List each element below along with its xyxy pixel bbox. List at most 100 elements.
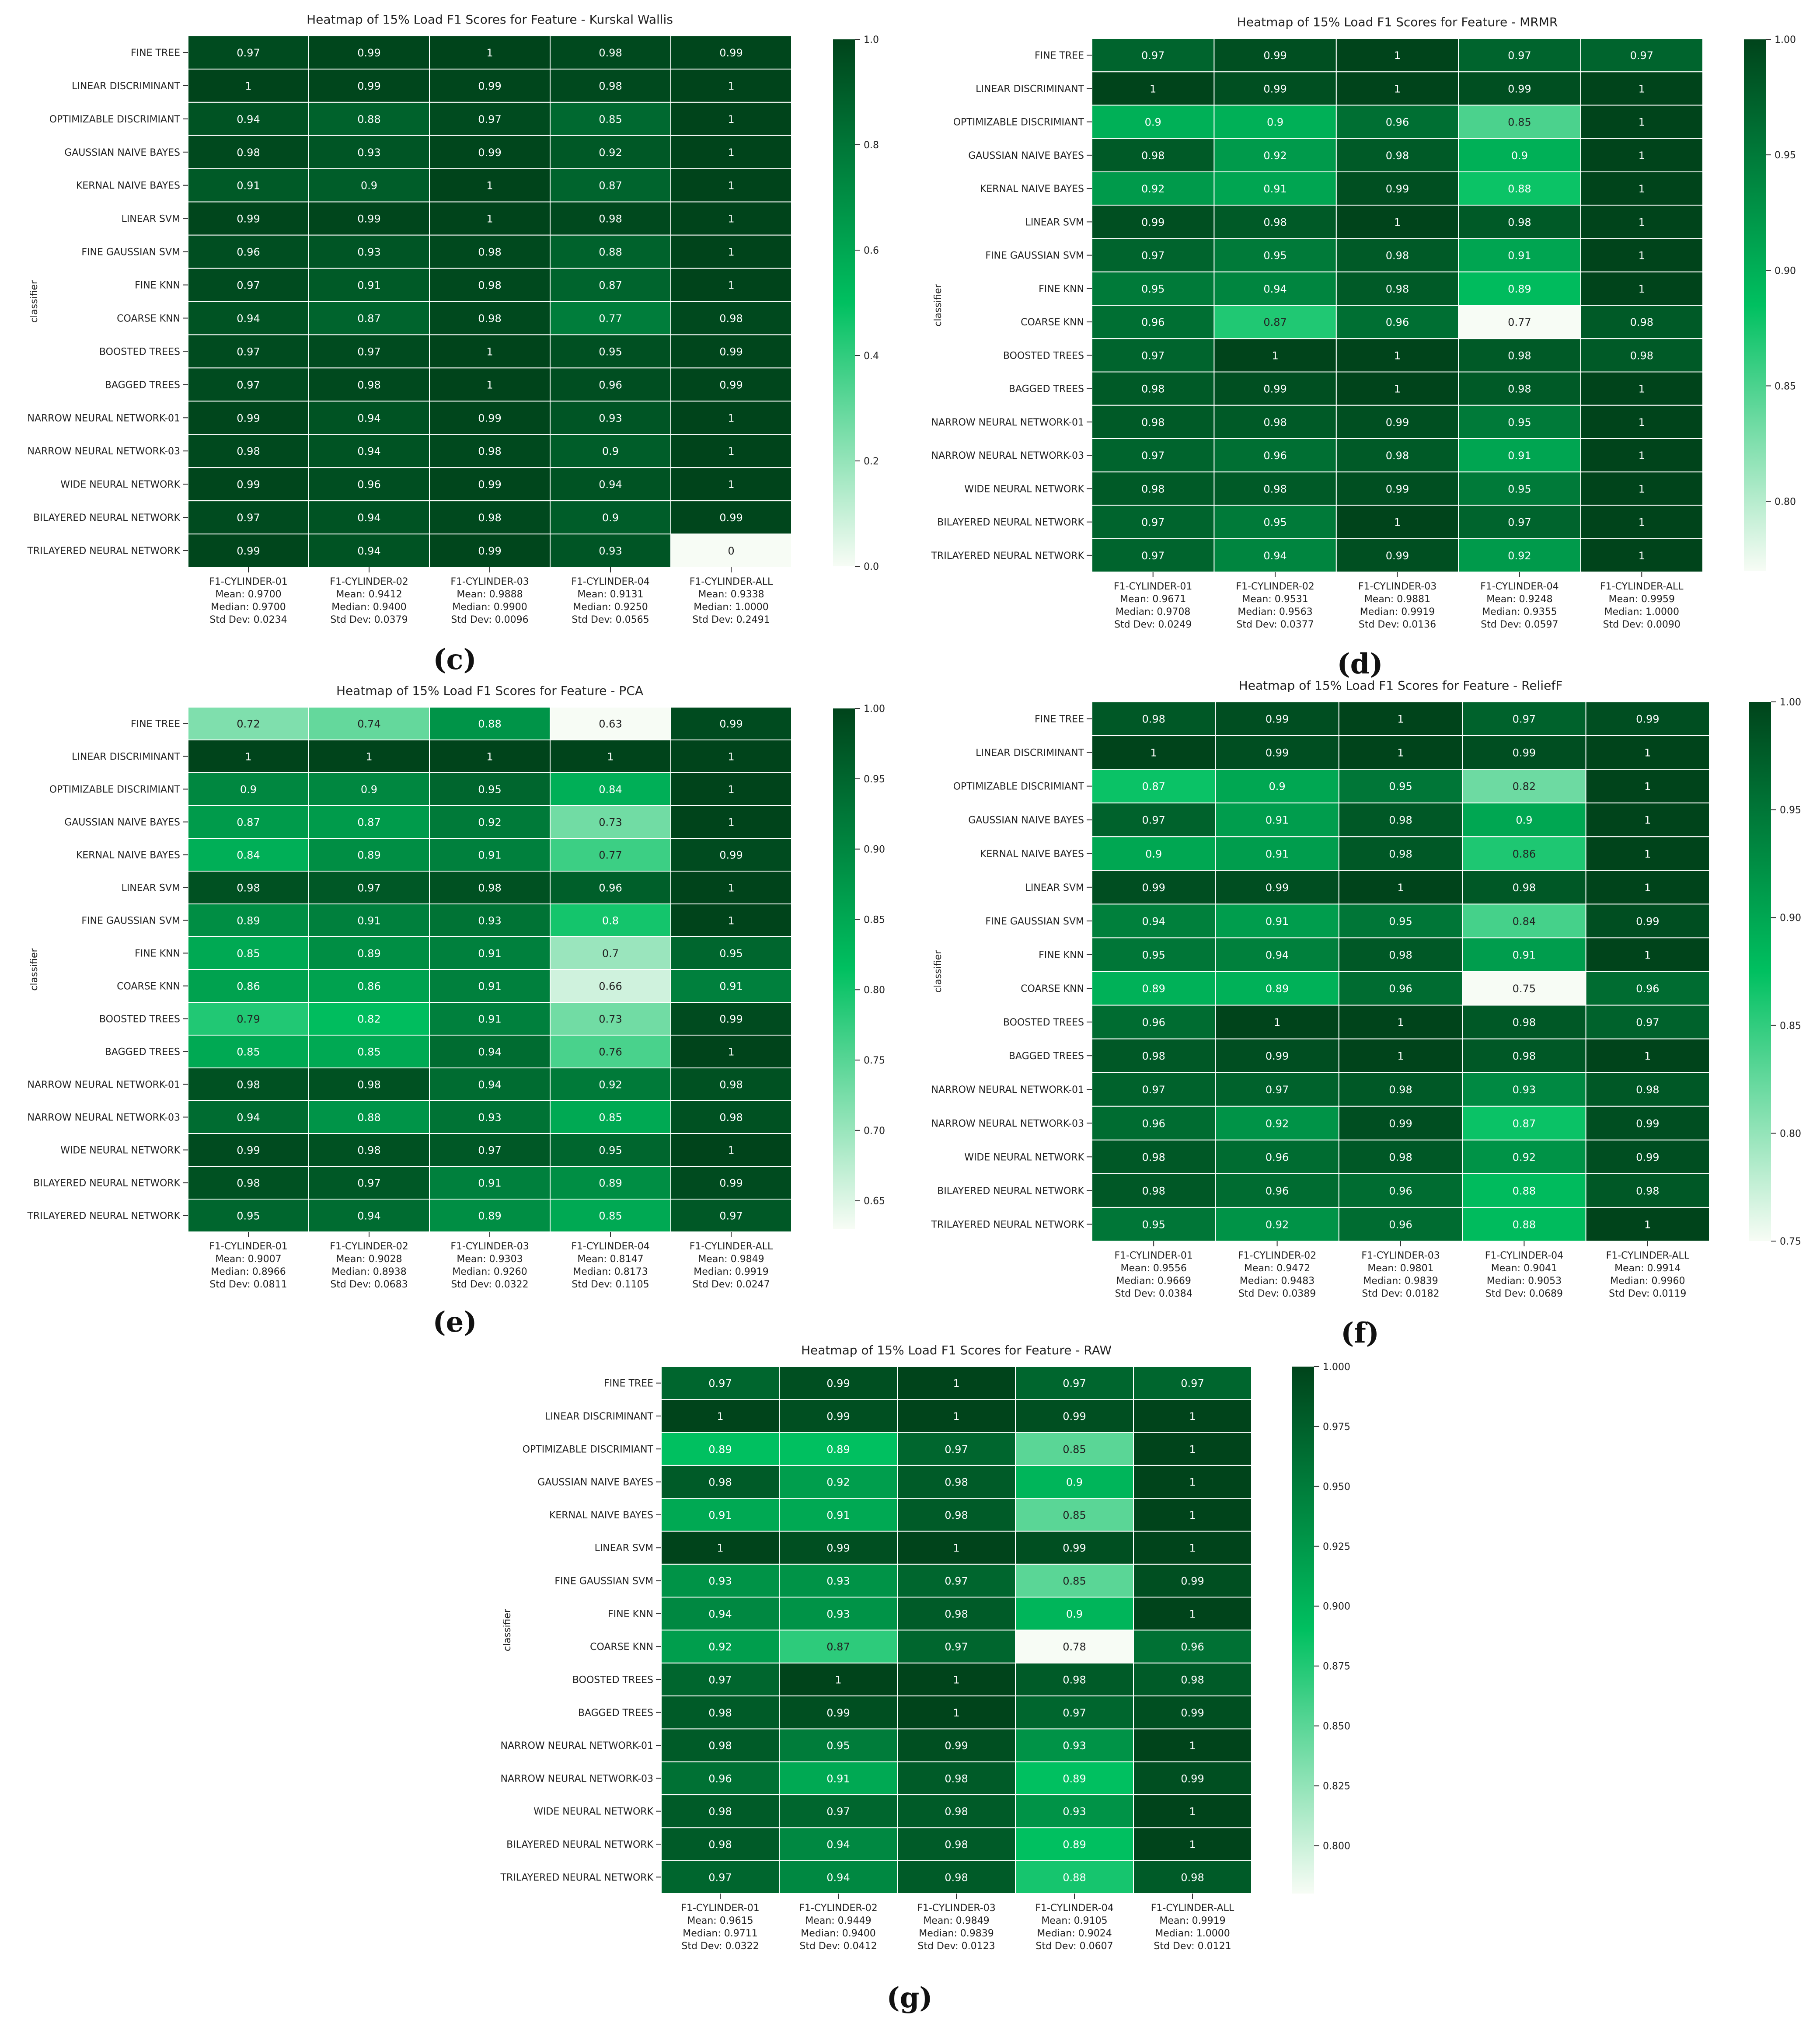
- cell-value-label: 0.99: [1263, 383, 1287, 395]
- cell-value-label: 0.89: [237, 915, 260, 927]
- colorbar-tick-label: 0.800: [1323, 1841, 1350, 1852]
- cell-value-label: 0.98: [708, 1838, 732, 1851]
- heatmap-cell: [550, 367, 671, 402]
- colorbar-tick-label: 0.75: [864, 1055, 885, 1066]
- cell-value-label: 1: [1639, 416, 1645, 429]
- cell-value-label: 0: [728, 545, 734, 557]
- colorbar-tick-label: 0.85: [864, 914, 885, 925]
- heatmap-cell: [188, 434, 309, 468]
- cell-value-label: 0.97: [1063, 1707, 1086, 1719]
- cell-value-label: 0.99: [357, 80, 380, 92]
- cell-value-label: 1: [728, 146, 734, 159]
- cell-value-label: 0.98: [1636, 1084, 1659, 1096]
- heatmap-cell: [550, 1067, 671, 1101]
- row-tick-label: BOOSTED TREES: [1003, 350, 1084, 361]
- column-stat-label: Mean: 0.9556: [1121, 1263, 1187, 1274]
- cell-value-label: 0.99: [1266, 747, 1289, 759]
- cell-value-label: 1: [1189, 1476, 1196, 1489]
- cell-value-label: 0.73: [599, 816, 622, 829]
- heatmap-cell: [1091, 1072, 1216, 1107]
- cell-value-label: 0.98: [237, 146, 260, 159]
- column-tick-label: F1-CYLINDER-02: [1236, 581, 1314, 592]
- heatmap-cell: [188, 334, 309, 369]
- heatmap-cell: [1458, 471, 1581, 506]
- row-tick-label: LINEAR SVM: [1025, 217, 1084, 228]
- heatmap-cell: [897, 1728, 1016, 1762]
- cell-value-label: 0.86: [237, 980, 260, 993]
- heatmap-cell: [429, 1166, 551, 1200]
- column-stat-label: Mean: 0.9412: [336, 589, 402, 600]
- heatmap-cell: [897, 1662, 1016, 1697]
- heatmap-cell: [779, 1728, 898, 1762]
- colorbar-tick-label: 0.85: [1780, 1021, 1801, 1032]
- cell-value-label: 0.94: [826, 1838, 850, 1851]
- row-tick-label: NARROW NEURAL NETWORK-01: [931, 417, 1084, 428]
- heatmap-cell: [1580, 205, 1704, 239]
- y-axis-label: classifier: [29, 280, 40, 323]
- cell-value-label: 0.9: [1066, 1608, 1083, 1620]
- cell-value-label: 1: [486, 213, 493, 225]
- heatmap-panel: Heatmap of 15% Load F1 Scores for Featur…: [931, 678, 1801, 1350]
- cell-value-label: 1: [366, 751, 372, 763]
- row-tick-label: NARROW NEURAL NETWORK-03: [28, 1113, 181, 1123]
- heatmap-cell: [1133, 1761, 1252, 1796]
- panel-label: (d): [1337, 648, 1383, 680]
- cell-value-label: 0.97: [719, 1210, 743, 1222]
- heatmap-cell: [1458, 438, 1581, 473]
- cell-value-label: 0.89: [599, 1177, 622, 1189]
- cell-value-label: 0.85: [237, 1046, 260, 1058]
- heatmap-cell: [1338, 1207, 1463, 1242]
- heatmap-cell: [188, 707, 309, 740]
- cell-value-label: 0.91: [1266, 848, 1289, 860]
- cell-value-label: 0.93: [357, 146, 380, 159]
- cell-value-label: 0.98: [708, 1806, 732, 1818]
- column-stat-label: Std Dev: 0.0377: [1236, 619, 1314, 630]
- heatmap-cell: [1585, 937, 1710, 972]
- cell-value-label: 0.95: [599, 1144, 622, 1157]
- heatmap-cell: [1133, 1531, 1252, 1565]
- row-tick-label: BAGGED TREES: [1009, 1051, 1084, 1062]
- heatmap-cell: [1335, 538, 1459, 572]
- cell-value-label: 0.92: [1508, 550, 1531, 562]
- heatmap-cell: [779, 1794, 898, 1828]
- cell-value-label: 0.98: [1389, 814, 1412, 827]
- heatmap-cell: [661, 1827, 780, 1861]
- y-axis-label: classifier: [933, 950, 944, 993]
- heatmap-cell: [1580, 305, 1704, 339]
- heatmap-cell: [1338, 1038, 1463, 1073]
- cell-value-label: 0.97: [478, 1144, 501, 1157]
- cell-value-label: 0.94: [237, 113, 260, 126]
- row-tick-label: FINE TREE: [1035, 50, 1084, 61]
- cell-value-label: 0.94: [357, 1210, 380, 1222]
- colorbar-tick-label: 0.80: [864, 985, 885, 996]
- column-tick-label: F1-CYLINDER-04: [571, 576, 649, 587]
- heatmap-cell: [429, 772, 551, 806]
- cell-value-label: 0.95: [826, 1740, 850, 1752]
- heatmap-cell: [550, 201, 671, 236]
- cell-value-label: 0.99: [237, 213, 260, 225]
- row-tick-label: LINEAR SVM: [1025, 882, 1084, 893]
- row-tick-label: KERNAL NAIVE BAYES: [980, 184, 1084, 195]
- column-stat-label: Median: 1.0000: [694, 602, 768, 613]
- column-stat-label: Mean: 0.9959: [1609, 594, 1675, 605]
- column-tick-label: F1-CYLINDER-04: [1480, 581, 1559, 592]
- panel-label: (e): [432, 1306, 477, 1339]
- cell-value-label: 0.97: [1141, 450, 1165, 462]
- row-tick-label: LINEAR SVM: [595, 1543, 653, 1554]
- cell-value-label: 0.98: [1263, 483, 1287, 495]
- row-tick-label: NARROW NEURAL NETWORK-03: [28, 446, 181, 457]
- cell-value-label: 1: [717, 1542, 723, 1554]
- cell-value-label: 0.94: [1142, 915, 1165, 928]
- cell-value-label: 0.98: [1513, 1016, 1536, 1029]
- row-tick-label: LINEAR DISCRIMINANT: [976, 748, 1084, 759]
- cell-value-label: 0.99: [1266, 882, 1289, 894]
- heatmap-cell: [1580, 471, 1704, 506]
- heatmap-cell: [897, 1399, 1016, 1433]
- cell-value-label: 0.98: [1142, 713, 1165, 725]
- heatmap-cell: [429, 805, 551, 839]
- cell-value-label: 0.98: [1513, 1050, 1536, 1062]
- chart-title: Heatmap of 15% Load F1 Scores for Featur…: [801, 1343, 1112, 1357]
- heatmap-cell: [308, 135, 430, 169]
- cell-value-label: 0.89: [1063, 1772, 1086, 1785]
- cell-value-label: 0.98: [1389, 1151, 1412, 1163]
